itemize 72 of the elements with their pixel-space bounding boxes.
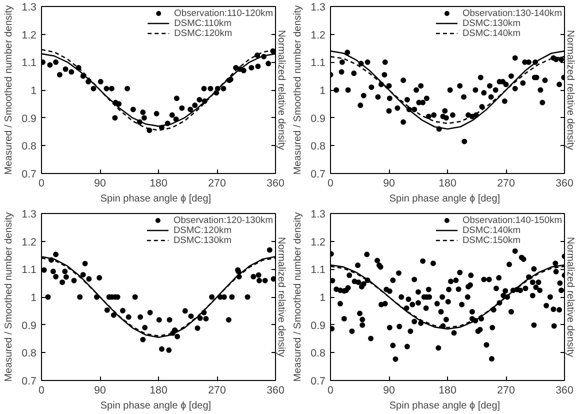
- legend-label: Observation:140-150km: [462, 215, 562, 225]
- legend-label: DSMC:150km: [462, 235, 520, 245]
- x-axis-title: Spin phase angle ϕ [deg]: [100, 194, 212, 204]
- y-tick-label: 0.8: [310, 348, 326, 360]
- legend-label: DSMC:140km: [462, 28, 520, 38]
- y-tick-label: 1.2: [310, 236, 326, 248]
- y-tick-label: 1: [30, 292, 37, 304]
- y-tick-label: 0.7: [22, 168, 37, 180]
- x-tick-label: 90: [94, 178, 106, 190]
- y-tick-label: 0.7: [310, 376, 326, 388]
- y2-axis-title: Normalized relative density: [276, 236, 286, 358]
- y-tick-label: 1.1: [310, 264, 326, 276]
- y-axis-title: Measured / Smoothed number density: [292, 212, 304, 382]
- x-tick-label: 0: [38, 178, 45, 190]
- y-tick-label: 0.8: [22, 348, 37, 360]
- x-tick-label: 90: [383, 384, 395, 396]
- legend-label: DSMC:140km: [462, 225, 520, 235]
- y-axis-title: Measured / Smoothed number density: [4, 5, 15, 175]
- y-axis-title: Measured / Smoothed number density: [4, 212, 15, 382]
- y-tick-label: 1.1: [310, 57, 326, 70]
- x-axis-title: Spin phase angle ϕ [deg]: [389, 194, 500, 204]
- y-tick-label: 0.7: [310, 168, 326, 180]
- x-tick-label: 270: [208, 384, 226, 396]
- x-tick-label: 270: [497, 384, 515, 396]
- y-tick-label: 1.3: [310, 2, 326, 14]
- x-tick-label: 0: [38, 384, 45, 396]
- y-tick-label: 1.1: [22, 264, 37, 276]
- y-tick-label: 1.3: [310, 208, 326, 220]
- legend-label: DSMC:120km: [173, 225, 232, 235]
- y-tick-label: 0.9: [310, 112, 326, 125]
- y2-axis-title: Normalized relative density: [564, 30, 576, 150]
- x-tick-label: 360: [556, 178, 574, 190]
- x-axis-title: Spin phase angle ϕ [deg]: [100, 400, 212, 412]
- x-tick-label: 270: [497, 178, 515, 190]
- x-tick-label: 90: [383, 178, 395, 190]
- legend-label: Observation:120-130km: [173, 215, 273, 225]
- x-tick-label: 180: [150, 178, 168, 190]
- y-tick-label: 1.2: [310, 29, 326, 42]
- y-tick-label: 0.9: [310, 320, 326, 332]
- y-tick-label: 0.8: [22, 140, 37, 153]
- y-tick-label: 0.9: [22, 320, 37, 332]
- y-tick-label: 1.2: [22, 236, 37, 248]
- x-tick-label: 180: [438, 384, 456, 396]
- y-tick-label: 1.3: [22, 2, 37, 14]
- legend-label: DSMC:110km: [174, 18, 232, 28]
- legend-label: DSMC:120km: [174, 28, 232, 38]
- x-tick-label: 90: [94, 384, 106, 396]
- x-tick-label: 180: [438, 178, 456, 190]
- x-tick-label: 180: [150, 384, 168, 396]
- y-tick-label: 0.7: [22, 376, 37, 388]
- legend-label: Observation:110-120km: [174, 8, 273, 18]
- x-tick-label: 0: [328, 178, 334, 190]
- x-tick-label: 360: [266, 178, 284, 190]
- y-tick-label: 1: [320, 292, 326, 304]
- y-tick-label: 1.3: [22, 208, 37, 220]
- x-tick-label: 0: [328, 384, 334, 396]
- x-tick-label: 360: [266, 384, 284, 396]
- y-tick-label: 1.1: [22, 57, 37, 70]
- legend-label: DSMC:130km: [462, 18, 520, 28]
- x-tick-label: 270: [208, 178, 226, 190]
- legend-label: Observation:130-140km: [462, 8, 562, 18]
- x-axis-title: Spin phase angle ϕ [deg]: [389, 400, 500, 412]
- x-tick-label: 360: [556, 384, 574, 396]
- y-tick-label: 1: [30, 85, 37, 97]
- y2-axis-title: Normalized relative density: [276, 30, 286, 150]
- y-tick-label: 1: [320, 85, 326, 97]
- y-tick-label: 1.2: [22, 29, 37, 42]
- y-tick-label: 0.8: [310, 140, 326, 153]
- y2-axis-title: Normalized relative density: [564, 236, 576, 358]
- y-axis-title: Measured / Smoothed number density: [292, 5, 304, 175]
- y-tick-label: 0.9: [22, 112, 37, 125]
- legend-label: DSMC:130km: [173, 235, 232, 245]
